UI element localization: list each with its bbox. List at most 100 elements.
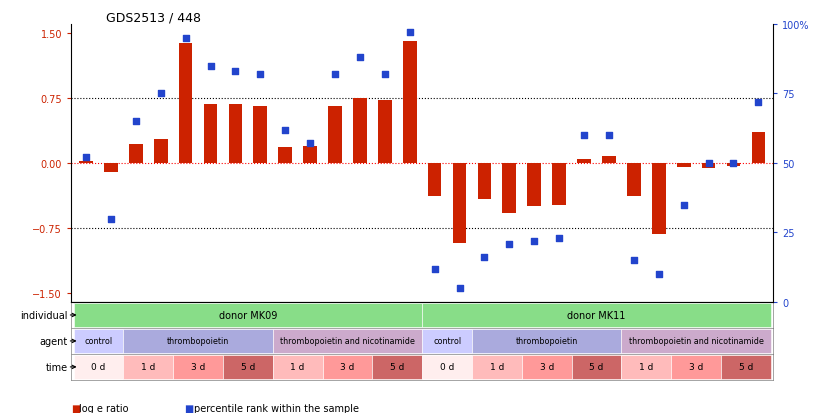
Point [154,91,167,97]
Bar [173,355,223,379]
Bar [154,139,167,164]
Bar [422,355,472,379]
Bar [627,164,640,197]
Point [702,160,716,167]
Text: percentile rank within the sample: percentile rank within the sample [194,403,359,413]
Point [477,254,491,261]
Point [129,119,142,125]
Point [502,241,516,247]
Bar [472,355,522,379]
Bar [428,164,441,197]
Point [403,30,416,36]
Text: 3 d: 3 d [689,363,703,372]
Text: individual: individual [20,310,68,320]
Bar [104,164,118,172]
Point [677,202,691,209]
Bar [74,330,124,353]
Bar [223,355,273,379]
Bar [502,164,516,214]
Text: 5 d: 5 d [241,363,255,372]
Text: thrombopoietin and nicotinamide: thrombopoietin and nicotinamide [629,337,763,346]
Bar [422,330,472,353]
Text: 3 d: 3 d [191,363,206,372]
Bar [74,355,124,379]
Bar [124,330,273,353]
Text: 5 d: 5 d [390,363,405,372]
Bar [403,42,416,164]
Bar [477,164,492,200]
Bar [452,164,466,243]
Text: control: control [84,337,113,346]
Text: 0 d: 0 d [91,363,105,372]
Bar [124,355,173,379]
Point [179,36,192,42]
Bar [253,107,268,164]
Bar [553,164,566,205]
Bar [204,104,217,164]
Bar [721,355,771,379]
Bar [621,355,671,379]
Text: donor MK09: donor MK09 [219,310,277,320]
Point [602,133,615,139]
Text: ■: ■ [71,403,80,413]
Bar [179,44,192,164]
Text: 3 d: 3 d [340,363,354,372]
Point [528,238,541,244]
Bar [621,330,771,353]
Point [329,71,342,78]
Bar [677,164,691,168]
Bar [273,355,323,379]
Bar [572,355,621,379]
Bar [303,146,317,164]
Text: 1 d: 1 d [141,363,155,372]
Bar [701,164,716,169]
Point [553,235,566,242]
Bar [378,101,392,164]
Bar [602,157,616,164]
Bar [752,133,765,164]
Point [303,141,317,147]
Point [752,99,765,106]
Bar [671,355,721,379]
Point [726,160,740,167]
Point [79,155,93,161]
Bar [278,148,292,164]
Bar [228,104,242,164]
Point [104,216,118,222]
Point [652,271,665,278]
Text: time: time [45,362,68,372]
Bar [528,164,541,207]
Text: 1 d: 1 d [290,363,305,372]
Point [354,55,367,62]
Bar [577,159,591,164]
Text: 0 d: 0 d [440,363,454,372]
Point [453,285,466,292]
Bar [329,107,342,164]
Text: 5 d: 5 d [739,363,753,372]
Point [627,257,640,264]
Point [428,266,441,272]
Bar [79,162,93,164]
Bar [372,355,422,379]
Bar [422,304,771,327]
Point [278,127,292,133]
Bar [472,330,621,353]
Text: 3 d: 3 d [539,363,554,372]
Text: agent: agent [39,336,68,346]
Text: log e ratio: log e ratio [79,403,129,413]
Bar [726,164,741,166]
Bar [353,98,367,164]
Text: thrombopoietin: thrombopoietin [516,337,578,346]
Text: donor MK11: donor MK11 [568,310,625,320]
Point [378,71,391,78]
Point [229,69,242,75]
Text: thrombopoietin and nicotinamide: thrombopoietin and nicotinamide [280,337,415,346]
Point [578,133,591,139]
Point [204,63,217,70]
Text: ■: ■ [184,403,193,413]
Bar [652,164,665,235]
Bar [74,304,422,327]
Bar [129,145,143,164]
Text: 5 d: 5 d [589,363,604,372]
Text: control: control [433,337,461,346]
